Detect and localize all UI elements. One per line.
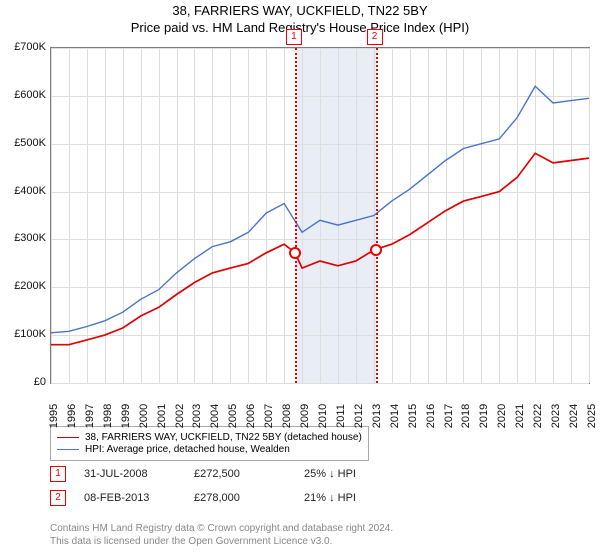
reference-line [295, 48, 297, 383]
y-axis-tick-label: £0 [0, 376, 46, 388]
legend-box: 38, FARRIERS WAY, UCKFIELD, TN22 5BY (de… [50, 426, 369, 461]
legend-swatch [57, 449, 79, 450]
y-axis-tick-label: £600K [0, 89, 46, 101]
footer-attribution: Contains HM Land Registry data © Crown c… [50, 522, 393, 548]
x-axis-tick-label: 2001 [156, 404, 168, 428]
x-axis-tick-label: 1997 [84, 404, 96, 428]
sale-price: £278,000 [194, 492, 304, 504]
x-axis-tick-label: 2008 [281, 404, 293, 428]
reference-number-box: 2 [367, 29, 383, 45]
sale-marker [370, 244, 382, 256]
reference-number-box: 1 [286, 29, 302, 45]
x-axis-tick-label: 2012 [353, 404, 365, 428]
y-axis-tick-label: £100K [0, 328, 46, 340]
legend-row: HPI: Average price, detached house, Weal… [57, 444, 362, 455]
y-axis-tick-label: £300K [0, 232, 46, 244]
x-axis-tick-label: 2021 [514, 404, 526, 428]
x-axis-tick-label: 2005 [227, 404, 239, 428]
sale-price: £272,500 [194, 468, 304, 480]
x-axis-tick-label: 2023 [550, 404, 562, 428]
footer-line-1: Contains HM Land Registry data © Crown c… [50, 522, 393, 535]
x-axis-tick-label: 2018 [460, 404, 472, 428]
x-axis-tick-label: 2002 [174, 404, 186, 428]
y-axis-tick-label: £700K [0, 41, 46, 53]
legend-row: 38, FARRIERS WAY, UCKFIELD, TN22 5BY (de… [57, 432, 362, 443]
x-axis-tick-label: 1998 [102, 404, 114, 428]
line-chart-svg [51, 48, 589, 383]
sale-number-box: 1 [50, 466, 66, 482]
legend-label: HPI: Average price, detached house, Weal… [85, 444, 290, 455]
x-axis-tick-label: 2024 [568, 404, 580, 428]
x-axis-tick-label: 2020 [496, 404, 508, 428]
sale-date: 31-JUL-2008 [84, 468, 194, 480]
sale-date: 08-FEB-2013 [84, 492, 194, 504]
legend-swatch [57, 437, 79, 438]
x-axis-tick-label: 2022 [532, 404, 544, 428]
x-axis-tick-label: 2000 [138, 404, 150, 428]
x-axis-tick-label: 1995 [48, 404, 60, 428]
reference-line [376, 48, 378, 383]
x-axis-tick-label: 2006 [245, 404, 257, 428]
x-axis-tick-label: 2007 [263, 404, 275, 428]
series-line-hpi [51, 86, 589, 332]
x-axis-tick-label: 2014 [389, 404, 401, 428]
x-axis-tick-label: 2004 [209, 404, 221, 428]
x-axis-tick-label: 2025 [586, 404, 598, 428]
footer-line-2: This data is licensed under the Open Gov… [50, 535, 393, 548]
legend-label: 38, FARRIERS WAY, UCKFIELD, TN22 5BY (de… [85, 432, 362, 443]
chart-title-address: 38, FARRIERS WAY, UCKFIELD, TN22 5BY [0, 3, 600, 18]
x-axis-tick-label: 2016 [425, 404, 437, 428]
sale-row: 2 08-FEB-2013£278,00021% ↓ HPI [50, 490, 414, 506]
x-axis-tick-label: 2003 [191, 404, 203, 428]
y-axis-tick-label: £200K [0, 280, 46, 292]
chart-plot-area [50, 47, 590, 384]
x-axis-tick-label: 2017 [443, 404, 455, 428]
sale-delta: 25% ↓ HPI [304, 468, 414, 480]
x-axis-tick-label: 1996 [66, 404, 78, 428]
x-axis-tick-label: 2011 [335, 404, 347, 428]
x-axis-tick-label: 2019 [478, 404, 490, 428]
sale-marker [289, 247, 301, 259]
sale-row: 1 31-JUL-2008£272,50025% ↓ HPI [50, 466, 414, 482]
y-axis-tick-label: £500K [0, 137, 46, 149]
x-axis-tick-label: 2010 [317, 404, 329, 428]
x-axis-tick-label: 2013 [371, 404, 383, 428]
x-axis-tick-label: 1999 [120, 404, 132, 428]
sale-number-box: 2 [50, 490, 66, 506]
chart-container: { "title_line1": "38, FARRIERS WAY, UCKF… [0, 0, 600, 560]
series-line-property [51, 153, 589, 344]
x-axis-tick-label: 2015 [407, 404, 419, 428]
gridline-horizontal [51, 383, 589, 384]
sale-delta: 21% ↓ HPI [304, 492, 414, 504]
y-axis-tick-label: £400K [0, 185, 46, 197]
x-axis-tick-label: 2009 [299, 404, 311, 428]
gridline-vertical [589, 48, 590, 383]
